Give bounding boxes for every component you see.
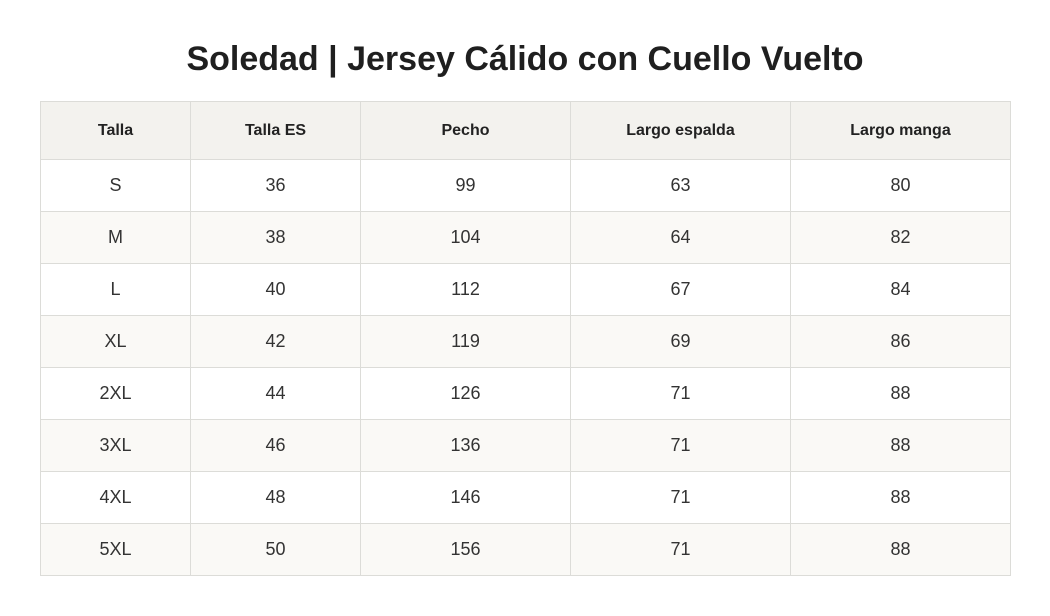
- table-cell: 71: [570, 419, 791, 472]
- table-cell: 42: [190, 315, 361, 368]
- table-cell: 5XL: [40, 523, 191, 576]
- table-body: S 36 99 63 80 M 38 104 64 82 L 40 112 67…: [40, 159, 1011, 576]
- table-cell: XL: [40, 315, 191, 368]
- table-cell: 36: [190, 159, 361, 212]
- table-cell: 63: [570, 159, 791, 212]
- table-cell: 88: [790, 471, 1011, 524]
- table-cell: 48: [190, 471, 361, 524]
- table-cell: 156: [360, 523, 571, 576]
- table-cell: 71: [570, 367, 791, 420]
- table-cell: 64: [570, 211, 791, 264]
- table-cell: M: [40, 211, 191, 264]
- table-row: XL 42 119 69 86: [40, 315, 1011, 368]
- table-cell: 88: [790, 523, 1011, 576]
- page-title: Soledad | Jersey Cálido con Cuello Vuelt…: [186, 40, 864, 78]
- table-cell: 80: [790, 159, 1011, 212]
- column-header-largo-manga: Largo manga: [790, 101, 1011, 160]
- table-cell: 69: [570, 315, 791, 368]
- table-row: 2XL 44 126 71 88: [40, 367, 1011, 420]
- column-header-talla-es: Talla ES: [190, 101, 361, 160]
- table-cell: 136: [360, 419, 571, 472]
- table-cell: 146: [360, 471, 571, 524]
- table-cell: 46: [190, 419, 361, 472]
- table-cell: 44: [190, 367, 361, 420]
- table-cell: S: [40, 159, 191, 212]
- table-cell: 71: [570, 523, 791, 576]
- table-cell: 99: [360, 159, 571, 212]
- table-cell: 50: [190, 523, 361, 576]
- table-row: 5XL 50 156 71 88: [40, 523, 1011, 576]
- table-cell: 3XL: [40, 419, 191, 472]
- table-cell: 84: [790, 263, 1011, 316]
- table-cell: 126: [360, 367, 571, 420]
- table-row: 3XL 46 136 71 88: [40, 419, 1011, 472]
- table-cell: 112: [360, 263, 571, 316]
- size-chart-table: Talla Talla ES Pecho Largo espalda Largo…: [40, 101, 1011, 576]
- table-cell: 88: [790, 367, 1011, 420]
- table-cell: 38: [190, 211, 361, 264]
- table-cell: 40: [190, 263, 361, 316]
- column-header-talla: Talla: [40, 101, 191, 160]
- table-cell: 104: [360, 211, 571, 264]
- table-row: 4XL 48 146 71 88: [40, 471, 1011, 524]
- table-cell: 2XL: [40, 367, 191, 420]
- table-cell: 82: [790, 211, 1011, 264]
- table-header-row: Talla Talla ES Pecho Largo espalda Largo…: [40, 101, 1011, 160]
- column-header-largo-espalda: Largo espalda: [570, 101, 791, 160]
- table-cell: 88: [790, 419, 1011, 472]
- table-cell: 86: [790, 315, 1011, 368]
- table-cell: L: [40, 263, 191, 316]
- table-row: S 36 99 63 80: [40, 159, 1011, 212]
- column-header-pecho: Pecho: [360, 101, 571, 160]
- table-cell: 71: [570, 471, 791, 524]
- table-row: M 38 104 64 82: [40, 211, 1011, 264]
- table-row: L 40 112 67 84: [40, 263, 1011, 316]
- table-header: Talla Talla ES Pecho Largo espalda Largo…: [40, 101, 1011, 160]
- table-cell: 67: [570, 263, 791, 316]
- table-cell: 4XL: [40, 471, 191, 524]
- table-cell: 119: [360, 315, 571, 368]
